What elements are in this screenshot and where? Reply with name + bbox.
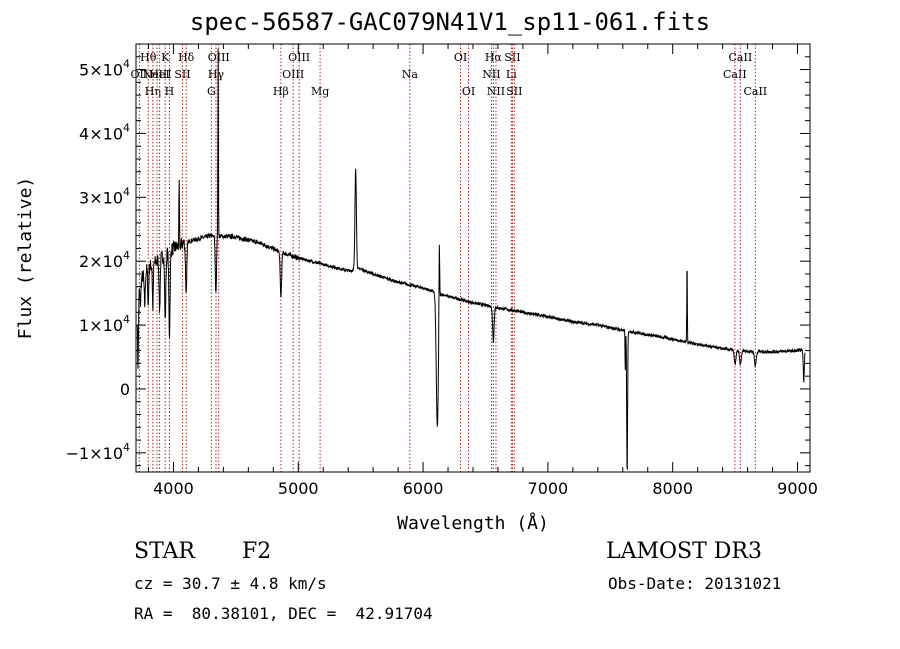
x-tick-label: 4000 (153, 479, 194, 498)
x-tick-label: 5000 (278, 479, 319, 498)
line-label: OI (462, 85, 475, 98)
survey-label: LAMOST DR3 (606, 539, 762, 564)
line-label: SII (504, 51, 520, 64)
line-label: SII (506, 85, 522, 98)
line-label: Na (402, 68, 419, 81)
x-tick-label: 7000 (528, 479, 569, 498)
axes (135, 43, 811, 473)
object-class: STAR (134, 539, 195, 564)
line-label: Hα (485, 51, 503, 64)
y-tick-label: 5×104 (79, 58, 130, 80)
x-axis-title: Wavelength (Å) (397, 512, 549, 534)
spectrum-series (136, 48, 806, 471)
line-label: Li (506, 68, 517, 81)
line-label: H (165, 85, 175, 98)
line-label: G (207, 85, 216, 98)
y-axis-title: Flux (relative) (15, 177, 36, 340)
line-label: CaII (729, 51, 753, 64)
coordinates: RA = 80.38101, DEC = 42.91704 (134, 604, 433, 623)
line-label: NII (487, 85, 505, 98)
line-label: Hδ (178, 51, 195, 64)
axis-labels: 4000 5000 6000 7000 8000 9000 −1×104 0 1×104 2×10… (15, 58, 818, 534)
line-label: HeI (149, 68, 169, 81)
line-label: CaII (723, 68, 747, 81)
y-tick-label: −1×104 (66, 441, 130, 463)
line-label: Hθ (140, 51, 157, 64)
line-label: SII (174, 68, 190, 81)
x-tick-label: 6000 (403, 479, 444, 498)
y-tick-label: 0 (120, 380, 130, 399)
x-tick-label: 9000 (777, 479, 818, 498)
y-tick-label: 2×104 (79, 249, 130, 271)
y-tick-label: 1×104 (79, 313, 130, 335)
y-tick-label: 4×104 (79, 121, 130, 143)
y-tick-label: 3×104 (79, 185, 130, 207)
line-label: OI (454, 51, 467, 64)
line-label: Hβ (273, 85, 289, 98)
line-label: Mg (311, 85, 329, 98)
line-label: Hη (145, 85, 161, 98)
redshift-velocity: cz = 30.7 ± 4.8 km/s (134, 574, 327, 593)
object-subclass: F2 (242, 539, 272, 564)
line-label: CaII (743, 85, 767, 98)
line-label: OII (131, 68, 149, 81)
spectrum-line (136, 48, 806, 471)
plot-frame (135, 43, 811, 473)
chart-title: spec-56587-GAC079N41V1_sp11-061.fits (189, 8, 711, 36)
line-label: Hγ (208, 68, 225, 81)
line-label: NeIII (143, 68, 172, 81)
line-label: OIII (288, 51, 310, 64)
line-label: OIII (208, 51, 230, 64)
line-label: OIII (282, 68, 304, 81)
x-tick-label: 8000 (652, 479, 693, 498)
observation-date: Obs-Date: 20131021 (608, 574, 782, 593)
line-label: K (161, 51, 170, 64)
line-label: NII (482, 68, 500, 81)
